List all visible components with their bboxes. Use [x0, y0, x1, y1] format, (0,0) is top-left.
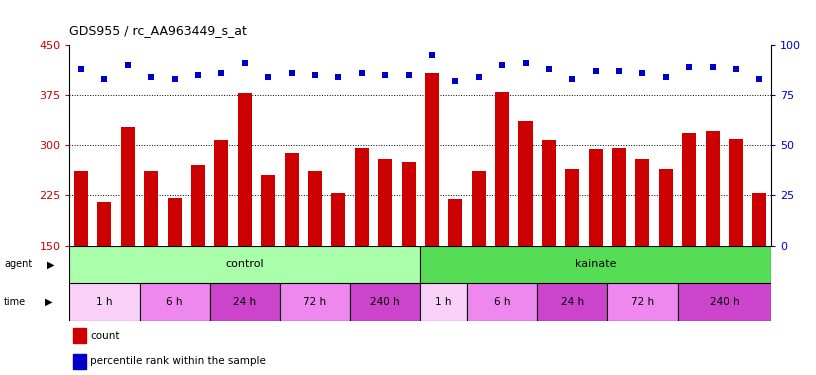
Bar: [495, 92, 509, 246]
Point: [730, 66, 743, 72]
Bar: [518, 121, 533, 246]
Point: [122, 62, 135, 68]
Bar: [448, 200, 463, 246]
Bar: [73, 328, 86, 344]
Text: 240 h: 240 h: [710, 297, 739, 307]
Bar: [167, 198, 182, 246]
Bar: [636, 159, 650, 246]
Text: 6 h: 6 h: [494, 297, 510, 307]
Bar: [607, 283, 677, 321]
Bar: [752, 194, 766, 246]
Bar: [542, 140, 556, 246]
Bar: [677, 283, 771, 321]
Bar: [69, 283, 140, 321]
Bar: [215, 140, 228, 246]
Text: 6 h: 6 h: [166, 297, 183, 307]
Bar: [355, 148, 369, 246]
Point: [589, 68, 602, 74]
Point: [495, 62, 508, 68]
Text: 72 h: 72 h: [304, 297, 326, 307]
Bar: [425, 73, 439, 246]
Point: [262, 74, 275, 80]
Point: [613, 68, 626, 74]
Point: [519, 60, 532, 66]
Point: [379, 72, 392, 78]
Point: [168, 76, 181, 82]
Text: ▶: ▶: [45, 297, 52, 307]
Bar: [121, 127, 135, 246]
Text: 72 h: 72 h: [631, 297, 654, 307]
Bar: [378, 159, 392, 246]
Bar: [467, 283, 537, 321]
Text: control: control: [225, 260, 264, 269]
Point: [402, 72, 415, 78]
Text: 1 h: 1 h: [96, 297, 113, 307]
Bar: [280, 283, 350, 321]
Point: [659, 74, 672, 80]
Bar: [144, 171, 158, 246]
Bar: [659, 169, 673, 246]
Bar: [140, 283, 210, 321]
Text: ▶: ▶: [47, 260, 55, 269]
Bar: [285, 153, 299, 246]
Text: GDS955 / rc_AA963449_s_at: GDS955 / rc_AA963449_s_at: [69, 24, 247, 38]
Bar: [401, 162, 415, 246]
Point: [192, 72, 205, 78]
Bar: [73, 354, 86, 369]
Text: 24 h: 24 h: [561, 297, 584, 307]
Bar: [74, 171, 88, 246]
Text: count: count: [91, 331, 120, 341]
Bar: [537, 283, 607, 321]
Text: 240 h: 240 h: [370, 297, 400, 307]
Bar: [237, 93, 252, 246]
Point: [98, 76, 111, 82]
Bar: [729, 139, 743, 246]
Bar: [69, 246, 420, 283]
Text: time: time: [4, 297, 26, 307]
Bar: [97, 202, 112, 246]
Bar: [588, 148, 603, 246]
Point: [215, 70, 228, 76]
Bar: [420, 246, 771, 283]
Bar: [612, 148, 626, 246]
Bar: [210, 283, 280, 321]
Point: [706, 64, 719, 70]
Bar: [308, 171, 322, 246]
Point: [144, 74, 157, 80]
Bar: [706, 131, 720, 246]
Point: [565, 76, 579, 82]
Point: [636, 70, 649, 76]
Point: [332, 74, 345, 80]
Text: agent: agent: [4, 260, 33, 269]
Point: [308, 72, 322, 78]
Text: 1 h: 1 h: [436, 297, 452, 307]
Text: 24 h: 24 h: [233, 297, 256, 307]
Point: [425, 52, 438, 58]
Point: [683, 64, 696, 70]
Bar: [420, 283, 467, 321]
Bar: [565, 169, 579, 246]
Bar: [350, 283, 420, 321]
Bar: [191, 165, 205, 246]
Point: [753, 76, 766, 82]
Point: [543, 66, 556, 72]
Point: [74, 66, 87, 72]
Bar: [682, 133, 696, 246]
Text: kainate: kainate: [575, 260, 616, 269]
Text: percentile rank within the sample: percentile rank within the sample: [91, 356, 266, 366]
Point: [238, 60, 251, 66]
Point: [285, 70, 298, 76]
Point: [472, 74, 486, 80]
Bar: [472, 171, 486, 246]
Point: [449, 78, 462, 84]
Bar: [331, 193, 345, 246]
Bar: [261, 176, 275, 246]
Point: [355, 70, 368, 76]
